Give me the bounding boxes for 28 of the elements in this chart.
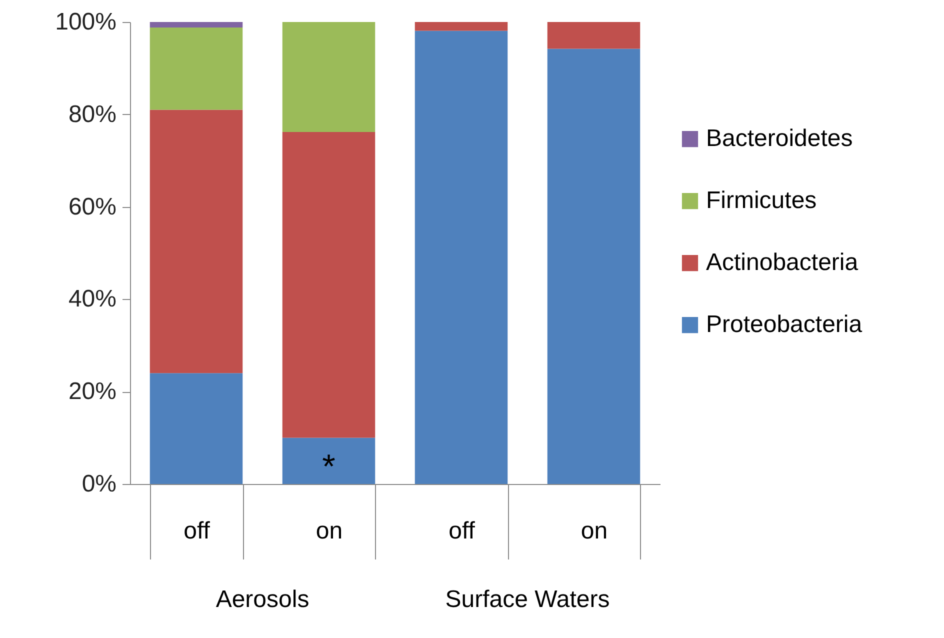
bar — [282, 22, 376, 132]
legend-label: Proteobacteria — [706, 311, 863, 338]
y-tick-label: 0% — [82, 470, 116, 498]
bar — [150, 110, 243, 374]
y-tick-label: 80% — [68, 100, 116, 128]
legend-label: Firmicutes — [706, 187, 817, 214]
y-tick-label: 100% — [55, 8, 116, 36]
bar — [150, 22, 243, 28]
x-tick-label: on — [316, 518, 343, 544]
text: Aerosols — [216, 586, 310, 613]
bar — [282, 132, 376, 438]
y-tick-label: 60% — [68, 193, 116, 220]
y-tick-label: 20% — [68, 378, 116, 406]
x-tick-label: off — [448, 518, 476, 544]
x-tick-label: off — [184, 518, 210, 544]
y-tick-label: 40% — [68, 286, 116, 313]
bar — [547, 48, 640, 484]
bar — [282, 438, 376, 484]
bar — [547, 22, 640, 49]
bar — [150, 28, 243, 110]
text: Surface Waters — [445, 586, 610, 613]
bar — [414, 22, 508, 31]
bar — [150, 373, 243, 484]
annotation: * — [322, 448, 336, 486]
legend-label: Actinobacteria — [706, 249, 859, 276]
legend-label: Bacteroidetes — [706, 125, 853, 152]
x-tick-label: on — [580, 518, 608, 544]
bar — [414, 30, 508, 484]
